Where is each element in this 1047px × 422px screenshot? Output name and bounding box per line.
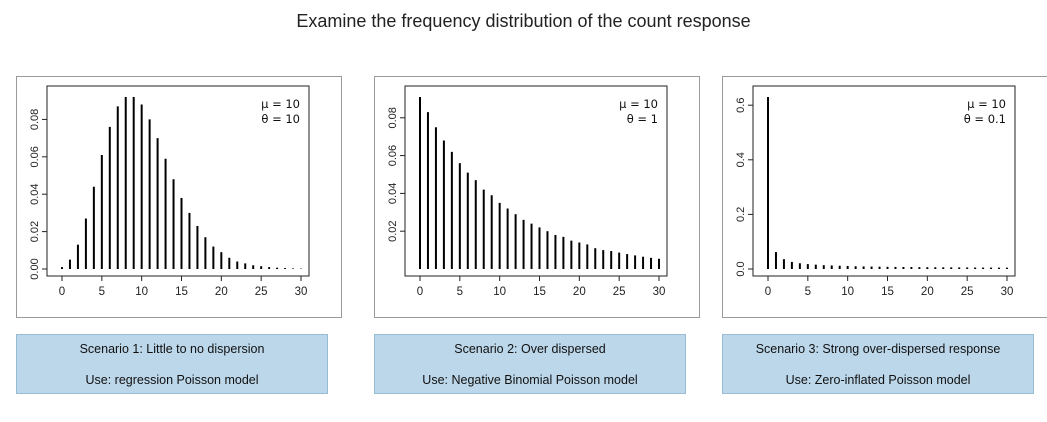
x-tick-label: 10 <box>841 286 854 298</box>
scenario-3-caption-box: Scenario 3: Strong over-dispersed respon… <box>722 334 1034 394</box>
y-tick-label: 0.06 <box>387 145 399 166</box>
x-tick-label: 0 <box>59 286 65 298</box>
legend-entry: θ = 0.1 <box>964 112 1006 126</box>
x-tick-label: 25 <box>255 286 268 298</box>
x-tick-label: 20 <box>573 286 586 298</box>
plot-frame <box>46 85 310 277</box>
x-tick-label: 0 <box>765 286 771 298</box>
x-tick-label: 25 <box>613 286 626 298</box>
y-tick-label: 0.02 <box>29 221 41 242</box>
x-tick-label: 30 <box>295 286 308 298</box>
x-tick-label: 20 <box>215 286 228 298</box>
x-tick-label: 5 <box>457 286 463 298</box>
y-tick-label: 0.6 <box>735 98 747 113</box>
plot-frame <box>404 85 668 277</box>
scenario-1-caption-box: Scenario 1: Little to no dispersion Use:… <box>16 334 328 394</box>
bar-chart-scenario-1: 0 5 10 15 20 25 30 0.00 0.02 0.04 0.06 0.08 μ = 10θ … <box>29 85 310 298</box>
legend-entry: μ = 10 <box>619 97 658 111</box>
y-tick-label: 0.0 <box>735 261 747 276</box>
model-recommendation: Use: Zero-inflated Poisson model <box>785 373 971 387</box>
legend-entry: θ = 1 <box>627 112 658 126</box>
x-tick-label: 5 <box>99 286 105 298</box>
scenario-2-caption-box: Scenario 2: Over dispersed Use: Negative… <box>374 334 686 394</box>
y-tick-label: 0.02 <box>387 220 399 241</box>
x-tick-label: 20 <box>921 286 934 298</box>
y-tick-label: 0.08 <box>387 107 399 128</box>
legend-entry: μ = 10 <box>967 97 1006 111</box>
chart-panel-scenario-1: 0 5 10 15 20 25 30 0.00 0.02 0.04 0.06 0.08 μ = 10 θ … <box>16 76 342 318</box>
model-recommendation: Use: regression Poisson model <box>85 373 259 387</box>
x-tick-label: 0 <box>417 286 423 298</box>
model-recommendation: Use: Negative Binomial Poisson model <box>422 373 638 387</box>
y-tick-label: 0.06 <box>29 146 41 167</box>
x-tick-label: 10 <box>135 286 148 298</box>
bar-chart-scenario-2: 0 5 10 15 20 25 30 0.02 0.04 0.06 0.08 μ = 10θ = 1 <box>387 85 668 298</box>
x-tick-label: 15 <box>533 286 546 298</box>
y-tick-label: 0.4 <box>735 152 747 167</box>
scenario-title: Scenario 3: Strong over-dispersed respon… <box>755 342 1001 356</box>
bar-chart-scenario-3: 0 5 10 15 20 25 30 0.0 0.2 0.4 0.6 μ = 10θ = 0.1 <box>735 85 1016 298</box>
x-tick-label: 5 <box>805 286 811 298</box>
x-tick-label: 30 <box>653 286 666 298</box>
plot-frame <box>752 85 1016 277</box>
legend-entry: μ = 10 <box>261 97 300 111</box>
chart-panel-scenario-3: 0 5 10 15 20 25 30 0.0 0.2 0.4 0.6 μ = 10 θ = 0.1 <box>722 76 1047 318</box>
page-title: Examine the frequency distribution of th… <box>296 11 751 31</box>
y-tick-label: 0.04 <box>29 184 41 205</box>
y-tick-label: 0.2 <box>735 207 747 222</box>
x-tick-label: 25 <box>961 286 974 298</box>
x-tick-label: 15 <box>175 286 188 298</box>
scenario-title: Scenario 2: Over dispersed <box>454 342 606 356</box>
x-tick-label: 15 <box>881 286 894 298</box>
chart-panel-scenario-2: 0 5 10 15 20 25 30 0.02 0.04 0.06 0.08 μ = 10 θ = 1 <box>374 76 700 318</box>
x-tick-label: 30 <box>1001 286 1014 298</box>
y-tick-label: 0.04 <box>387 183 399 204</box>
scenario-title: Scenario 1: Little to no dispersion <box>79 342 265 356</box>
y-tick-label: 0.08 <box>29 109 41 130</box>
y-tick-label: 0.00 <box>29 258 41 279</box>
legend-entry: θ = 10 <box>261 112 300 126</box>
x-tick-label: 10 <box>493 286 506 298</box>
